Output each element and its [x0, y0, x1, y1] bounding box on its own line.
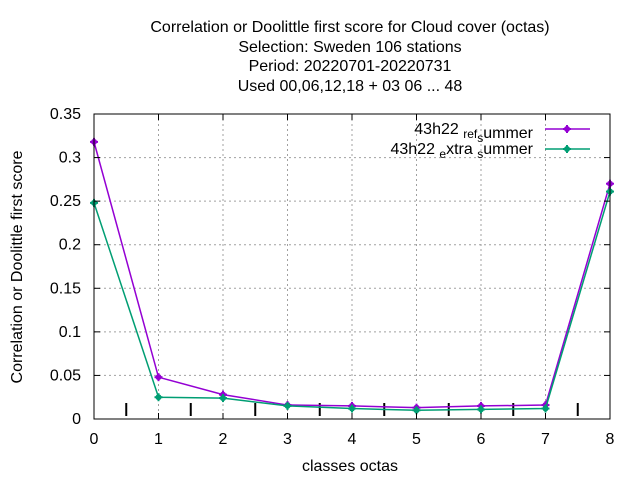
data-point: [154, 373, 163, 382]
data-point: [348, 404, 356, 413]
series-43h22_extra_summer: [90, 187, 614, 415]
title-line-1: Correlation or Doolittle first score for…: [150, 19, 549, 36]
x-tick-label: 3: [283, 431, 292, 448]
y-tick-label: 0.1: [59, 324, 81, 341]
legend-entry: 43h22 extra summer: [390, 141, 590, 161]
x-tick-label: 8: [606, 431, 615, 448]
y-tick-label: 0.15: [50, 280, 81, 297]
x-axis-ticks: 0 1 2 3 4 5 6 7 8: [90, 114, 615, 448]
data-point: [219, 394, 227, 403]
legend-label-part: s: [477, 131, 483, 145]
y-tick-label: 0: [72, 411, 81, 428]
y-axis-ticks: 0 0.05 0.1 0.15 0.2 0.25 0.3 0.35: [50, 106, 610, 428]
title-line-3: Period: 20220701-20220731: [249, 58, 452, 75]
x-tick-label: 0: [90, 431, 99, 448]
title-line-2: Selection: Sweden 106 stations: [238, 39, 461, 56]
legend-marker: [563, 125, 571, 133]
legend-label: 43h22 extra summer: [390, 141, 533, 161]
series: [90, 137, 614, 415]
x-tick-label: 5: [412, 431, 421, 448]
title-line-4: Used 00,06,12,18 + 03 06 ... 48: [238, 78, 463, 95]
y-axis-label: Correlation or Doolittle first score: [9, 150, 26, 383]
x-tick-label: 1: [154, 431, 163, 448]
legend-label-part: 43h22: [390, 141, 439, 158]
legend-label-part: e: [439, 147, 446, 161]
x-tick-label: 7: [541, 431, 550, 448]
legend-label-part: ref: [463, 127, 478, 141]
legend-label-part: xtra: [446, 141, 477, 158]
x-tick-label: 6: [477, 431, 486, 448]
data-point: [541, 404, 550, 413]
legend-label-part: s: [477, 147, 483, 161]
legend-marker: [563, 145, 571, 153]
legend-label-part: ummer: [483, 141, 533, 158]
data-point: [412, 406, 421, 415]
data-point: [477, 405, 485, 414]
legend-label-part: 43h22: [414, 121, 463, 138]
y-tick-label: 0.05: [50, 367, 81, 384]
legend-label: 43h22 refsummer: [414, 121, 533, 145]
y-tick-label: 0.3: [59, 150, 81, 167]
y-tick-label: 0.35: [50, 106, 81, 123]
y-tick-label: 0.2: [59, 237, 81, 254]
data-point: [154, 393, 163, 402]
data-point: [283, 401, 292, 410]
x-tick-label: 4: [348, 431, 357, 448]
grid: [94, 114, 610, 419]
x-axis-label: classes octas: [302, 458, 398, 475]
x-tick-label: 2: [219, 431, 228, 448]
legend-entry: 43h22 refsummer: [414, 121, 590, 145]
chart-title: Correlation or Doolittle first score for…: [150, 19, 549, 95]
legend-label-part: ummer: [483, 125, 533, 142]
y-tick-label: 0.25: [50, 193, 81, 210]
